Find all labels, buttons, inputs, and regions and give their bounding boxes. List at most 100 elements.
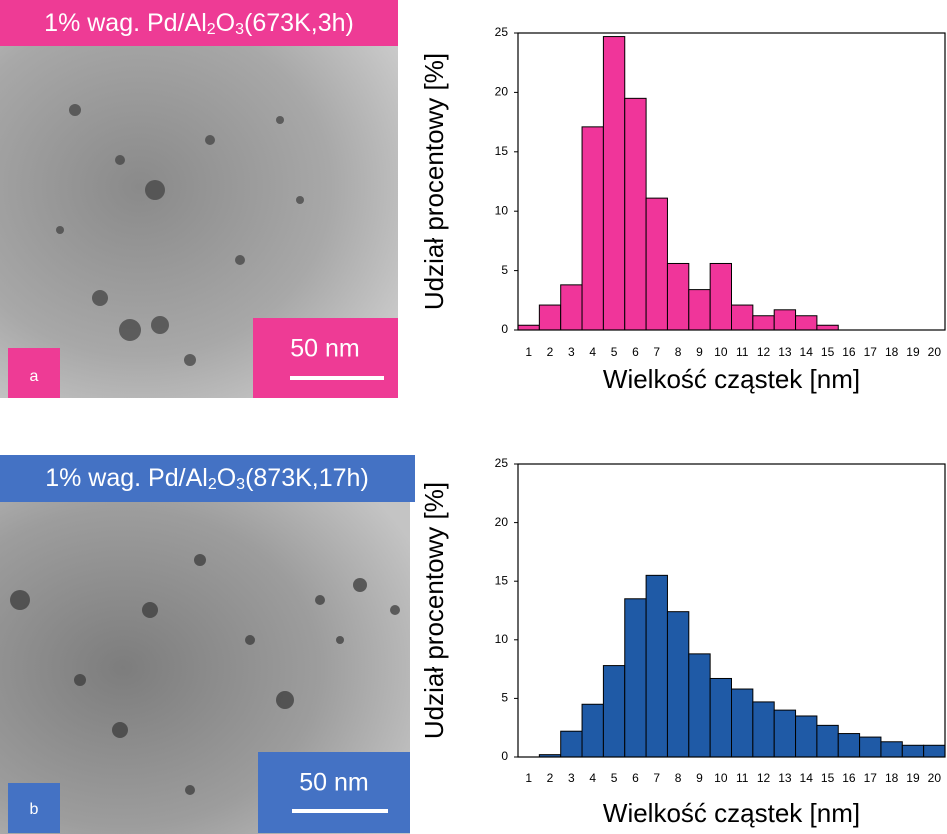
scale-label: 50 nm — [290, 335, 359, 363]
title-part: (873K,17h) — [245, 464, 369, 492]
bar — [602, 665, 626, 758]
x-tick-label: 4 — [589, 345, 596, 359]
x-tick-label: 15 — [821, 771, 835, 785]
y-tick-label: 25 — [495, 456, 509, 470]
x-tick-label: 6 — [632, 345, 639, 359]
x-tick-label: 4 — [589, 771, 596, 785]
bar — [645, 197, 668, 331]
bar — [795, 315, 818, 331]
y-tick-label: 15 — [495, 573, 509, 587]
bar — [645, 574, 668, 758]
bar — [837, 733, 861, 758]
title-sub: 2 — [208, 476, 217, 493]
bar — [731, 304, 754, 331]
x-tick-label: 20 — [928, 771, 942, 785]
bar — [602, 36, 626, 331]
x-tick-label: 14 — [800, 345, 814, 359]
bar — [624, 97, 647, 331]
title-part: 1% wag. Pd/Al — [44, 9, 207, 37]
x-tick-label: 14 — [800, 771, 814, 785]
x-tick-label: 5 — [611, 345, 618, 359]
title-part: O — [217, 464, 236, 492]
y-tick-label: 5 — [501, 263, 508, 277]
title-part: O — [216, 9, 235, 37]
x-tick-label: 12 — [757, 771, 771, 785]
y-tick-label: 20 — [495, 515, 509, 529]
bar — [666, 611, 690, 758]
x-tick-label: 15 — [821, 345, 835, 359]
x-tick-label: 9 — [696, 345, 703, 359]
bar — [581, 703, 604, 758]
x-tick-label: 17 — [864, 771, 878, 785]
bar — [666, 262, 690, 331]
y-tick-label: 20 — [495, 85, 509, 99]
bar — [517, 324, 540, 331]
bar — [624, 598, 647, 758]
x-tick-label: 6 — [632, 771, 639, 785]
x-tick-label: 2 — [547, 345, 554, 359]
x-tick-label: 1 — [525, 345, 532, 359]
panel-letter: b — [30, 801, 39, 818]
panel-title: 1% wag. Pd/Al2O3(873K,17h) — [45, 464, 369, 494]
tem-panel-b: 1% wag. Pd/Al2O3(873K,17h) 50 nm b — [0, 455, 415, 834]
bar — [880, 741, 903, 758]
x-tick-label: 10 — [714, 345, 728, 359]
x-tick-label: 7 — [653, 345, 660, 359]
scale-box — [253, 318, 398, 398]
particles — [10, 554, 400, 795]
x-tick-label: 13 — [778, 771, 792, 785]
x-tick-label: 11 — [736, 345, 749, 359]
title-part: 1% wag. Pd/Al — [45, 464, 208, 492]
letter-box — [8, 348, 60, 398]
title-part: (673K,3h) — [244, 9, 354, 37]
bar — [688, 653, 711, 758]
plot-frame — [517, 32, 946, 331]
x-tick-label: 18 — [885, 771, 899, 785]
bar — [752, 315, 775, 331]
y-tick-label: 5 — [501, 691, 508, 705]
bar — [688, 289, 711, 331]
bar — [560, 730, 583, 758]
bar — [709, 262, 733, 331]
letter-box — [8, 783, 60, 833]
title-sub: 3 — [235, 21, 244, 38]
bar — [795, 715, 818, 758]
x-tick-label: 17 — [864, 345, 878, 359]
x-tick-label: 20 — [928, 345, 942, 359]
y-tick-label: 0 — [501, 749, 508, 763]
x-tick-label: 3 — [568, 771, 575, 785]
x-tick-label: 12 — [757, 345, 771, 359]
x-tick-label: 16 — [842, 771, 856, 785]
bar — [816, 324, 839, 331]
x-tick-label: 19 — [906, 345, 920, 359]
bar — [773, 709, 797, 758]
x-tick-label: 11 — [736, 771, 749, 785]
bar — [581, 126, 604, 331]
bar — [731, 688, 754, 758]
x-tick-label: 5 — [611, 771, 618, 785]
x-tick-label: 19 — [906, 771, 920, 785]
bar — [773, 309, 797, 331]
y-tick-label: 0 — [501, 322, 508, 336]
x-tick-label: 7 — [653, 771, 660, 785]
tem-panel-a: 1% wag. Pd/Al2O3(673K,3h) 50 nm a — [0, 0, 398, 398]
y-axis-label: Udział procentowy [%] — [419, 53, 449, 310]
panel-title-bar — [0, 455, 415, 502]
x-tick-label: 13 — [778, 345, 792, 359]
x-tick-label: 2 — [547, 771, 554, 785]
x-tick-label: 10 — [714, 771, 728, 785]
panel-letter: a — [30, 368, 39, 385]
particles — [56, 104, 304, 366]
title-sub: 2 — [207, 21, 216, 38]
x-tick-label: 9 — [696, 771, 703, 785]
bar — [859, 736, 882, 758]
panel-title-bar — [0, 0, 398, 46]
x-tick-label: 8 — [675, 345, 682, 359]
x-tick-label: 3 — [568, 345, 575, 359]
bar — [560, 284, 583, 331]
y-axis-label: Udział procentowy [%] — [419, 482, 449, 739]
x-axis-label: Wielkość cząstek [nm] — [603, 364, 860, 394]
x-tick-label: 8 — [675, 771, 682, 785]
